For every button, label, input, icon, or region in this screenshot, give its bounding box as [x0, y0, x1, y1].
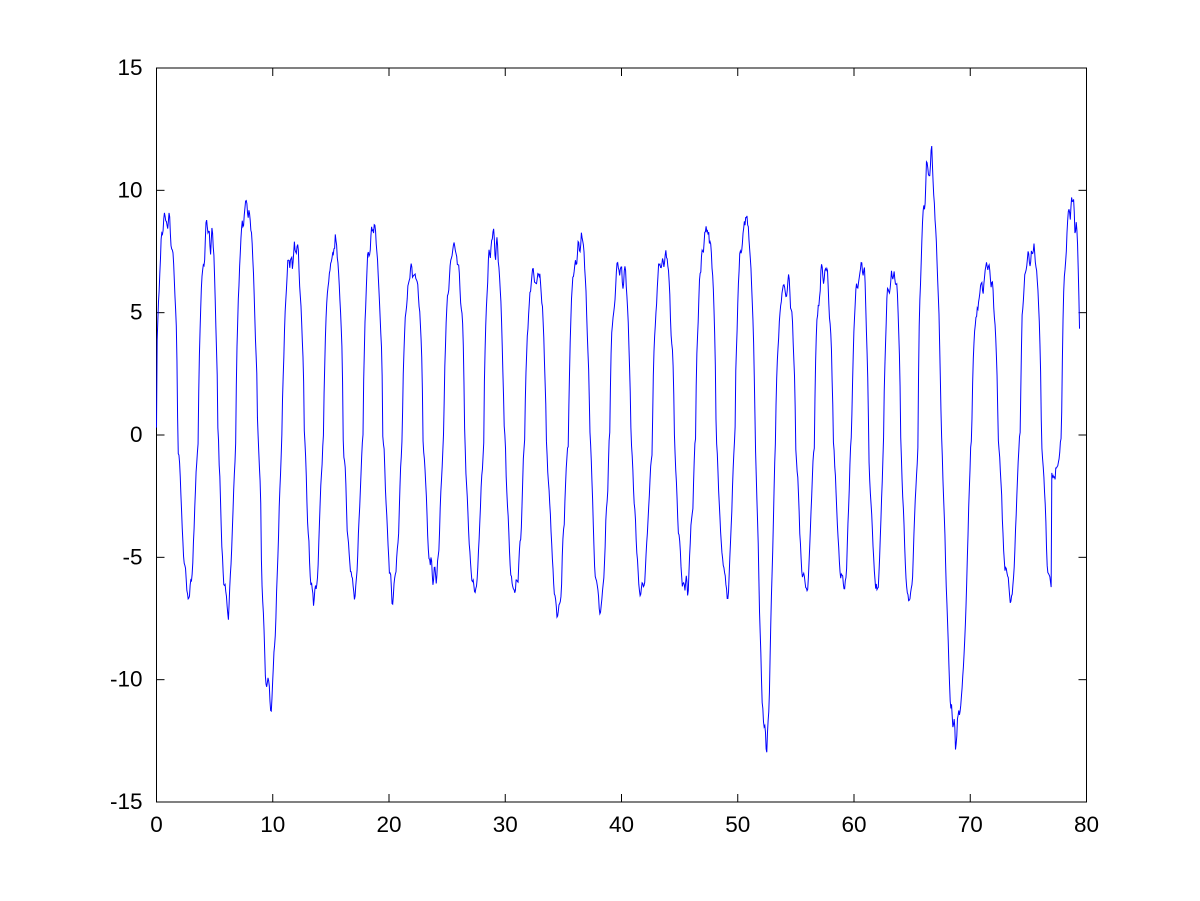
svg-text:15: 15	[117, 55, 142, 80]
svg-text:10: 10	[260, 812, 285, 837]
svg-text:0: 0	[130, 422, 143, 447]
svg-text:70: 70	[958, 812, 983, 837]
svg-text:50: 50	[725, 812, 750, 837]
svg-text:-10: -10	[110, 667, 143, 692]
svg-text:-15: -15	[110, 789, 143, 814]
svg-text:60: 60	[841, 812, 866, 837]
svg-text:5: 5	[130, 300, 143, 325]
svg-text:0: 0	[150, 812, 163, 837]
svg-text:30: 30	[493, 812, 518, 837]
svg-text:10: 10	[117, 177, 142, 202]
svg-text:80: 80	[1074, 812, 1099, 837]
svg-text:20: 20	[376, 812, 401, 837]
svg-text:-5: -5	[122, 544, 142, 569]
svg-text:40: 40	[609, 812, 634, 837]
